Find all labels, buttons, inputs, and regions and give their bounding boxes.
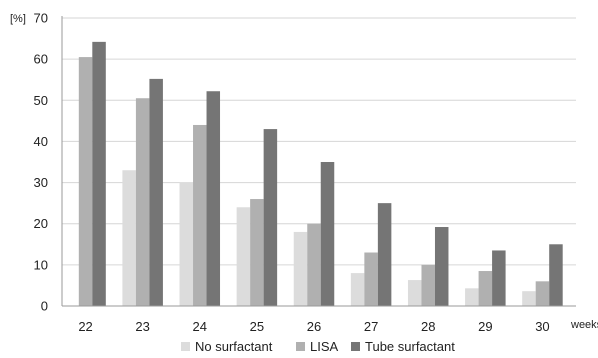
bar-no-surfactant-26 bbox=[293, 231, 308, 306]
bar-tube-surfactant-29 bbox=[492, 250, 506, 306]
bar-no-surfactant-25 bbox=[236, 207, 251, 306]
y-tick-label: 0 bbox=[41, 299, 48, 314]
bar-lisa-24 bbox=[193, 124, 207, 306]
y-tick-label: 40 bbox=[34, 134, 48, 149]
x-axis-label: weeks bbox=[570, 319, 598, 331]
legend-label: LISA bbox=[310, 339, 339, 354]
bar-tube-surfactant-27 bbox=[377, 203, 392, 306]
y-tick-labels: 0 10 20 30 40 50 60 70 bbox=[34, 11, 48, 314]
bar-no-surfactant-29 bbox=[465, 288, 479, 306]
bar-tube-surfactant-22 bbox=[92, 41, 106, 307]
bar-lisa-23 bbox=[135, 98, 150, 306]
y-tick-label: 20 bbox=[34, 216, 48, 231]
bar-no-surfactant-28 bbox=[407, 280, 422, 306]
x-tick-labels: 22 23 24 25 26 27 28 29 30 bbox=[78, 319, 549, 334]
axes bbox=[61, 16, 576, 307]
legend-label: No surfactant bbox=[195, 339, 273, 354]
bar-no-surfactant-23 bbox=[122, 170, 136, 306]
y-tick-label: 50 bbox=[34, 93, 48, 108]
x-tick-label: 25 bbox=[250, 319, 264, 334]
bar-lisa-29 bbox=[478, 271, 493, 306]
x-tick-label: 28 bbox=[421, 319, 435, 334]
bar-no-surfactant-27 bbox=[350, 273, 365, 306]
bar-lisa-25 bbox=[250, 199, 264, 306]
x-tick-label: 26 bbox=[307, 319, 321, 334]
bar-tube-surfactant-23 bbox=[149, 78, 163, 307]
bar-lisa-28 bbox=[421, 264, 435, 306]
x-tick-label: 22 bbox=[78, 319, 92, 334]
bar-lisa-30 bbox=[535, 281, 550, 306]
bar-tube-surfactant-24 bbox=[206, 91, 221, 306]
bar-tube-surfactant-30 bbox=[549, 244, 563, 306]
x-tick-label: 29 bbox=[478, 319, 492, 334]
bar-tube-surfactant-26 bbox=[320, 162, 335, 306]
x-tick-label: 27 bbox=[364, 319, 378, 334]
bars bbox=[78, 41, 563, 307]
bar-lisa-22 bbox=[78, 57, 93, 307]
y-tick-label: 70 bbox=[34, 11, 48, 26]
bar-tube-surfactant-28 bbox=[434, 227, 449, 306]
legend-swatch-lisa bbox=[296, 342, 305, 351]
x-tick-label: 30 bbox=[535, 319, 549, 334]
x-tick-label: 24 bbox=[193, 319, 207, 334]
y-tick-label: 30 bbox=[34, 175, 48, 190]
bar-lisa-26 bbox=[307, 223, 321, 306]
legend-swatch-no-surfactant bbox=[181, 342, 190, 351]
bar-lisa-27 bbox=[364, 252, 378, 306]
bar-no-surfactant-24 bbox=[179, 182, 194, 306]
bar-tube-surfactant-25 bbox=[263, 129, 278, 306]
y-axis-label: [%] bbox=[10, 13, 26, 25]
legend: No surfactant LISA Tube surfactant bbox=[181, 339, 455, 354]
legend-swatch-tube-surfactant bbox=[351, 342, 360, 351]
bar-no-surfactant-30 bbox=[522, 291, 536, 306]
y-tick-label: 60 bbox=[34, 52, 48, 67]
x-tick-label: 23 bbox=[135, 319, 149, 334]
legend-label: Tube surfactant bbox=[365, 339, 455, 354]
y-tick-label: 10 bbox=[34, 257, 48, 272]
